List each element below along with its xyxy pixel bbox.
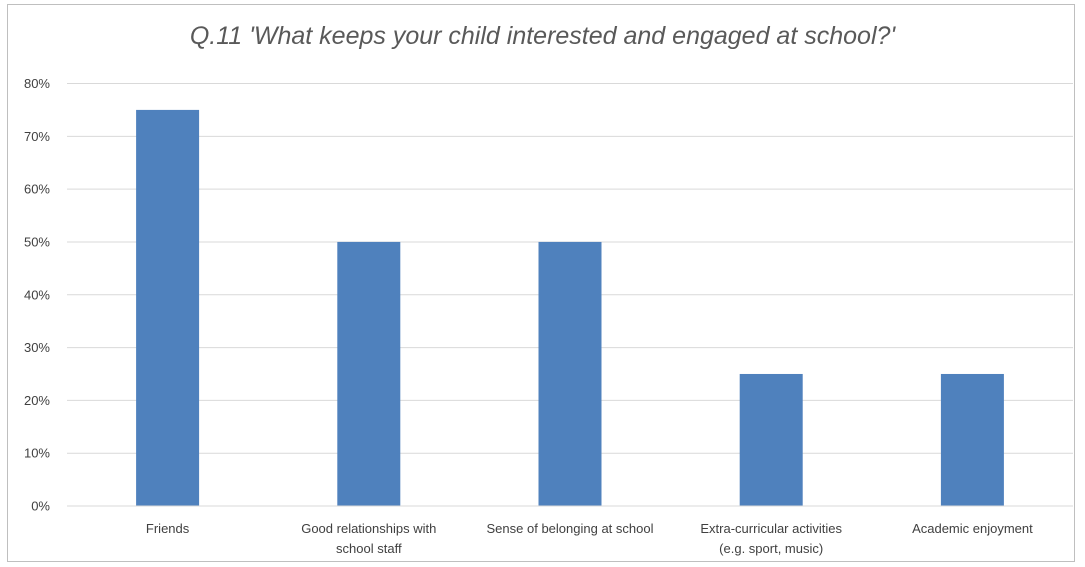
y-tick-label: 20% — [24, 393, 50, 408]
x-category-label: Extra-curricular activities (e.g. sport, … — [700, 521, 842, 556]
y-tick-label: 60% — [24, 182, 50, 197]
bars — [136, 109, 1004, 506]
y-tick-label: 0% — [31, 499, 50, 514]
chart-title: Q.11 'What keeps your child interested a… — [189, 22, 896, 50]
y-tick-label: 10% — [24, 446, 50, 461]
bar — [739, 373, 803, 506]
x-category-label: Academic enjoyment — [912, 521, 1033, 536]
y-tick-label: 80% — [24, 76, 50, 91]
x-axis-category-labels: Friends Good relationships with school sta… — [146, 521, 1033, 556]
y-tick-label: 40% — [24, 287, 50, 302]
bar — [337, 241, 401, 506]
y-tick-label: 30% — [24, 340, 50, 355]
bar — [136, 109, 200, 506]
y-tick-label: 70% — [24, 129, 50, 144]
y-axis-tick-labels: 0% 10% 20% 30% 40% 50% 60% 70% 80% — [24, 76, 50, 514]
x-category-label: Good relationships with school staff — [301, 521, 436, 556]
x-category-label: Sense of belonging at school — [487, 521, 654, 536]
bar — [940, 373, 1004, 506]
bar — [538, 241, 602, 506]
y-tick-label: 50% — [24, 234, 50, 249]
x-category-label: Friends — [146, 521, 190, 536]
